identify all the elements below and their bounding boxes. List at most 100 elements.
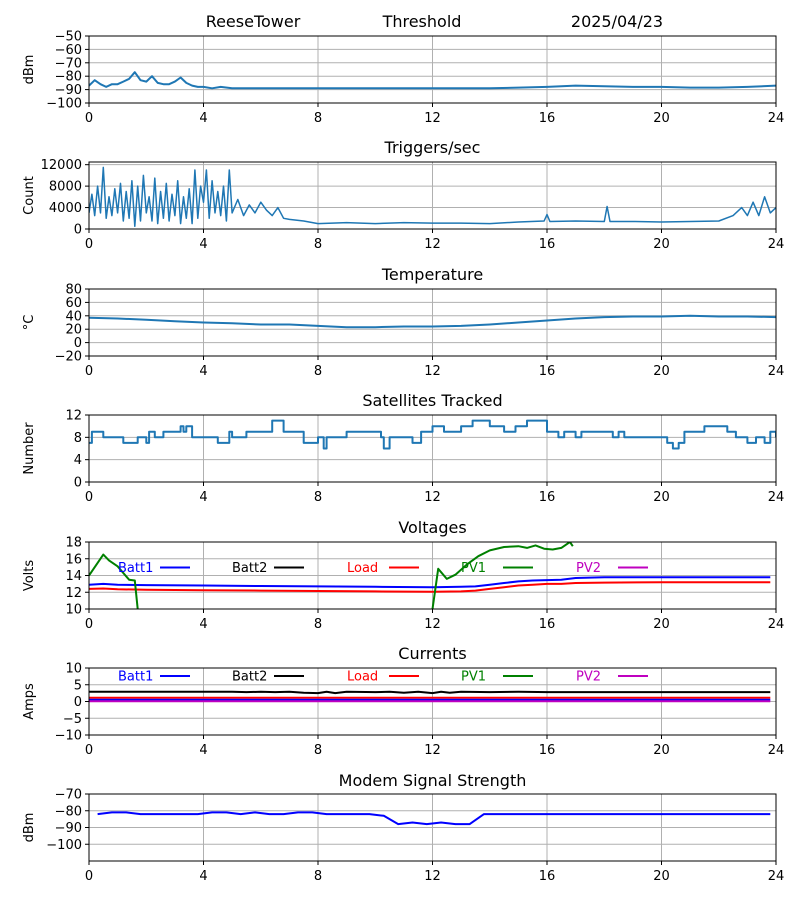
x-tick-label: 12 bbox=[424, 364, 441, 379]
x-tick-label: 4 bbox=[199, 364, 207, 379]
x-tick-label: 16 bbox=[539, 364, 556, 379]
y-axis-label: dBm bbox=[22, 813, 37, 843]
x-tick-label: 4 bbox=[199, 111, 207, 126]
y-tick-label: 4 bbox=[74, 453, 82, 468]
mode-label: Threshold bbox=[382, 12, 462, 31]
x-tick-label: 24 bbox=[768, 364, 785, 379]
series-line bbox=[89, 419, 776, 450]
panel-title: Voltages bbox=[398, 518, 466, 537]
y-tick-label: −100 bbox=[46, 97, 82, 112]
x-tick-label: 16 bbox=[539, 743, 556, 758]
y-tick-label: −5 bbox=[63, 712, 82, 727]
panel-title: Currents bbox=[398, 644, 466, 663]
series-line bbox=[97, 811, 771, 826]
x-tick-label: 24 bbox=[768, 490, 785, 505]
y-tick-label: 80 bbox=[65, 283, 82, 298]
x-tick-label: 20 bbox=[653, 490, 670, 505]
y-tick-label: −20 bbox=[55, 350, 82, 365]
x-tick-label: 12 bbox=[424, 869, 441, 884]
y-tick-label: 20 bbox=[65, 323, 82, 338]
x-tick-label: 8 bbox=[314, 743, 322, 758]
x-tick-label: 16 bbox=[539, 617, 556, 632]
legend-label-pv2: PV2 bbox=[576, 561, 601, 576]
legend-label-load: Load bbox=[347, 670, 378, 685]
y-tick-label: −10 bbox=[55, 729, 82, 744]
legend-label-load: Load bbox=[347, 561, 378, 576]
y-axis-label: Volts bbox=[22, 560, 37, 592]
y-tick-label: 8000 bbox=[49, 180, 82, 195]
series-line-pv1 bbox=[431, 542, 574, 609]
x-tick-label: 8 bbox=[314, 237, 322, 252]
y-axis-label: Number bbox=[22, 422, 37, 475]
legend-label-batt1: Batt1 bbox=[118, 670, 153, 685]
y-tick-label: 16 bbox=[65, 552, 82, 567]
y-axis-label: °C bbox=[22, 315, 37, 331]
y-tick-label: −100 bbox=[46, 838, 82, 853]
y-axis-label: dBm bbox=[22, 55, 37, 85]
y-tick-label: −90 bbox=[55, 83, 82, 98]
y-tick-label: 10 bbox=[65, 662, 82, 677]
y-tick-label: 10 bbox=[65, 603, 82, 618]
x-tick-label: 24 bbox=[768, 743, 785, 758]
legend-label-pv1: PV1 bbox=[461, 561, 486, 576]
series-line-load bbox=[89, 581, 771, 593]
panel-triggers: 0 4 8 12 16 20 24 0 4000 8000 12000 Triggers/sec Cou… bbox=[22, 138, 784, 252]
y-tick-label: 12 bbox=[65, 586, 82, 601]
series-line-batt2 bbox=[89, 690, 771, 695]
y-tick-label: −70 bbox=[55, 56, 82, 71]
series-line bbox=[89, 71, 776, 90]
y-tick-label: 0 bbox=[74, 336, 82, 351]
x-tick-label: 8 bbox=[314, 869, 322, 884]
x-tick-label: 12 bbox=[424, 743, 441, 758]
y-axis-label: Count bbox=[22, 176, 37, 215]
x-tick-label: 8 bbox=[314, 111, 322, 126]
x-tick-label: 4 bbox=[199, 237, 207, 252]
y-tick-label: 5 bbox=[74, 678, 82, 693]
y-tick-label: 18 bbox=[65, 536, 82, 551]
x-tick-label: 0 bbox=[85, 490, 93, 505]
station-name: ReeseTower bbox=[206, 12, 301, 31]
x-tick-label: 4 bbox=[199, 743, 207, 758]
x-tick-label: 16 bbox=[539, 490, 556, 505]
x-tick-label: 16 bbox=[539, 237, 556, 252]
panel-satellites: 0 4 8 12 16 20 24 0 4 8 12 Satellites Tracked Number bbox=[22, 391, 784, 505]
legend-label-batt2: Batt2 bbox=[232, 670, 267, 685]
x-tick-label: 4 bbox=[199, 617, 207, 632]
y-tick-label: −50 bbox=[55, 30, 82, 45]
series-line bbox=[89, 314, 776, 329]
y-tick-label: 40 bbox=[65, 309, 82, 324]
y-tick-label: 12 bbox=[65, 409, 82, 424]
x-tick-label: 24 bbox=[768, 617, 785, 632]
x-tick-label: 20 bbox=[653, 869, 670, 884]
x-tick-label: 12 bbox=[424, 237, 441, 252]
x-tick-label: 12 bbox=[424, 617, 441, 632]
legend-label-pv2: PV2 bbox=[576, 670, 601, 685]
panel-title: Satellites Tracked bbox=[362, 391, 502, 410]
y-tick-label: 0 bbox=[74, 223, 82, 238]
x-tick-label: 8 bbox=[314, 617, 322, 632]
x-tick-label: 20 bbox=[653, 364, 670, 379]
y-tick-label: −80 bbox=[55, 70, 82, 85]
y-tick-label: 8 bbox=[74, 431, 82, 446]
y-tick-label: 12000 bbox=[41, 158, 82, 173]
panel-currents: 0 4 8 12 16 20 24 −10 −5 0 510 Currents Amps Batt1 Bat… bbox=[22, 644, 784, 758]
x-tick-label: 0 bbox=[85, 743, 93, 758]
y-tick-label: −70 bbox=[55, 788, 82, 803]
x-tick-label: 4 bbox=[199, 869, 207, 884]
y-tick-label: −60 bbox=[55, 43, 82, 58]
x-tick-label: 0 bbox=[85, 869, 93, 884]
x-tick-label: 8 bbox=[314, 364, 322, 379]
panel-title: Temperature bbox=[381, 265, 483, 284]
x-tick-label: 0 bbox=[85, 111, 93, 126]
y-tick-label: 4000 bbox=[49, 201, 82, 216]
legend-label-batt1: Batt1 bbox=[118, 561, 153, 576]
panel-title: Modem Signal Strength bbox=[339, 771, 527, 790]
series-line bbox=[89, 166, 776, 228]
x-tick-label: 4 bbox=[199, 490, 207, 505]
legend-label-batt2: Batt2 bbox=[232, 561, 267, 576]
y-axis-label: Amps bbox=[22, 683, 37, 720]
